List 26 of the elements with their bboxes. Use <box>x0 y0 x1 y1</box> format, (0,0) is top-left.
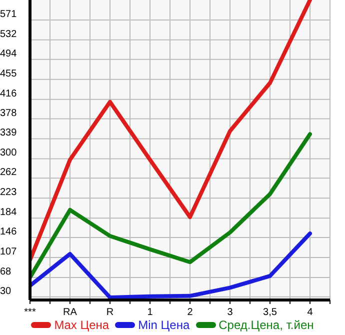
y-tick-label: 184 <box>0 207 18 218</box>
y-tick-label: 378 <box>0 108 18 119</box>
y-tick-label: 455 <box>0 68 18 80</box>
legend-label: Max Цена <box>54 318 110 332</box>
y-tick-label: 532 <box>0 28 18 40</box>
x-tick-label: RA <box>63 307 78 318</box>
x-tick-label: 2 <box>187 307 194 318</box>
legend-label: Сред.Цена, т.йен <box>218 318 314 332</box>
y-tick-label: 339 <box>0 128 18 139</box>
y-tick-label: 494 <box>0 48 18 60</box>
x-tick-label: 4 <box>307 307 314 318</box>
y-tick-label: 107 <box>0 246 18 258</box>
y-tick-label: 30 <box>0 286 12 297</box>
x-tick-label: *** <box>24 307 36 318</box>
y-tick-label: 262 <box>0 167 18 178</box>
y-tick-label: 416 <box>0 88 18 100</box>
x-tick-label: 3,5 <box>263 307 278 318</box>
x-tick-label: R <box>106 307 114 318</box>
y-tick-label: 68 <box>0 266 12 278</box>
x-tick-label: 3 <box>227 307 234 318</box>
y-tick-label: 571 <box>0 8 18 20</box>
legend-label: Min Цена <box>138 318 190 332</box>
y-tick-label: 223 <box>0 187 18 198</box>
x-tick-label: 1 <box>147 307 154 318</box>
y-tick-label: 300 <box>0 148 18 159</box>
y-tick-label: 146 <box>0 226 18 238</box>
